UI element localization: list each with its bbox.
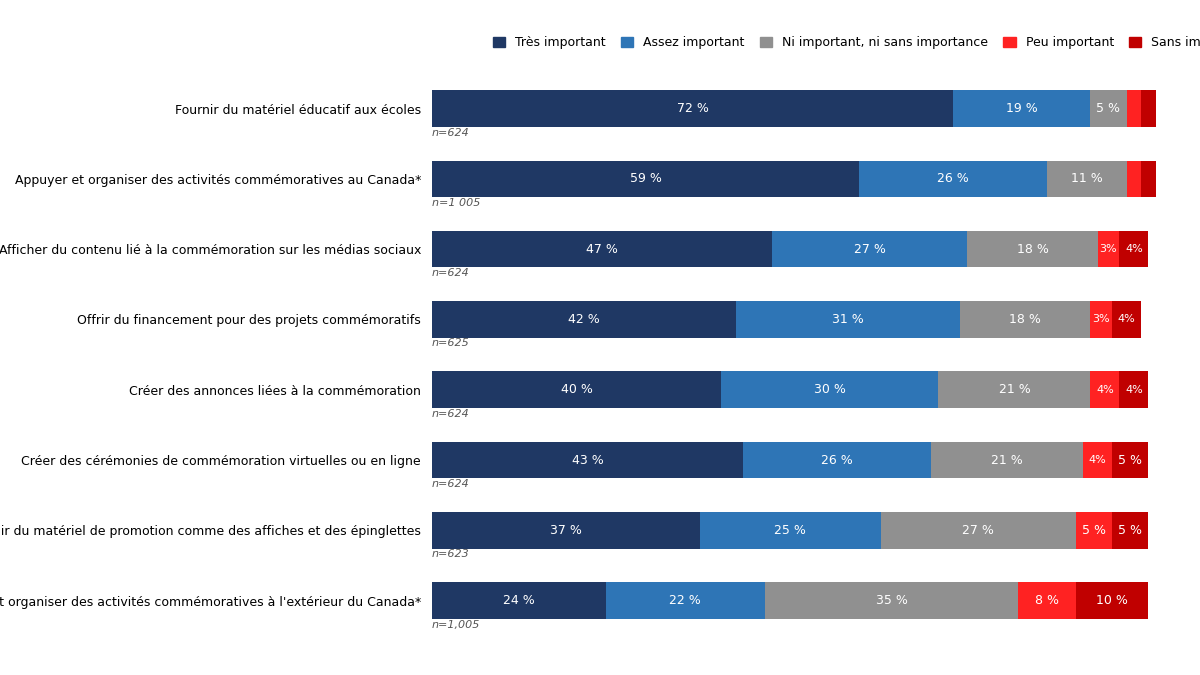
Bar — [953, 90, 1091, 127]
Bar — [432, 371, 721, 408]
Bar — [1141, 90, 1156, 127]
Legend: Très important, Assez important, Ni important, ni sans importance, Peu important: Très important, Assez important, Ni impo… — [487, 31, 1200, 55]
Text: 5 %: 5 % — [1097, 102, 1121, 115]
Text: n=624: n=624 — [432, 409, 469, 418]
Bar — [432, 441, 743, 479]
Bar — [1091, 371, 1120, 408]
Text: 27 %: 27 % — [962, 524, 995, 537]
Bar — [1046, 161, 1127, 197]
Text: 21 %: 21 % — [998, 383, 1031, 396]
Bar — [1098, 231, 1120, 267]
Text: 72 %: 72 % — [677, 102, 708, 115]
Bar — [859, 161, 1046, 197]
Bar — [881, 512, 1076, 549]
Text: 37 %: 37 % — [550, 524, 582, 537]
Text: 31 %: 31 % — [832, 313, 864, 326]
Bar — [764, 583, 1018, 619]
Text: 59 %: 59 % — [630, 172, 661, 186]
Text: 42 %: 42 % — [568, 313, 600, 326]
Text: 18 %: 18 % — [1009, 313, 1042, 326]
Bar — [1127, 161, 1141, 197]
Bar — [931, 441, 1084, 479]
Bar — [606, 583, 764, 619]
Text: n=623: n=623 — [432, 549, 469, 560]
Text: 4%: 4% — [1117, 315, 1135, 325]
Bar — [432, 231, 772, 267]
Text: 26 %: 26 % — [937, 172, 968, 186]
Bar — [772, 231, 967, 267]
Text: n=624: n=624 — [432, 479, 469, 489]
Text: 8 %: 8 % — [1034, 594, 1060, 607]
Bar — [1084, 441, 1112, 479]
Bar — [700, 512, 881, 549]
Text: 4%: 4% — [1124, 244, 1142, 254]
Text: 22 %: 22 % — [670, 594, 701, 607]
Bar — [967, 231, 1098, 267]
Bar — [432, 583, 606, 619]
Text: 4%: 4% — [1096, 385, 1114, 395]
Bar — [432, 90, 953, 127]
Text: n=624: n=624 — [432, 128, 469, 138]
Bar — [432, 512, 700, 549]
Text: 26 %: 26 % — [821, 454, 853, 466]
Bar — [1112, 301, 1141, 338]
Bar — [1076, 512, 1112, 549]
Text: 43 %: 43 % — [571, 454, 604, 466]
Bar — [960, 301, 1091, 338]
Bar — [1120, 231, 1148, 267]
Text: 4%: 4% — [1088, 455, 1106, 465]
Bar — [1141, 161, 1156, 197]
Text: n=1 005: n=1 005 — [432, 198, 480, 208]
Bar — [1091, 90, 1127, 127]
Text: 11 %: 11 % — [1070, 172, 1103, 186]
Text: 3%: 3% — [1099, 244, 1117, 254]
Text: 18 %: 18 % — [1016, 242, 1049, 256]
Text: 3%: 3% — [1092, 315, 1110, 325]
Text: 5 %: 5 % — [1118, 524, 1142, 537]
Text: 19 %: 19 % — [1006, 102, 1038, 115]
Bar — [432, 301, 736, 338]
Text: 4%: 4% — [1124, 385, 1142, 395]
Bar — [721, 371, 938, 408]
Text: 21 %: 21 % — [991, 454, 1024, 466]
Bar — [938, 371, 1091, 408]
Bar — [743, 441, 931, 479]
Text: 24 %: 24 % — [503, 594, 535, 607]
Text: n=624: n=624 — [432, 268, 469, 278]
Bar — [1127, 90, 1141, 127]
Bar — [1091, 301, 1112, 338]
Text: 5 %: 5 % — [1118, 454, 1142, 466]
Text: 30 %: 30 % — [814, 383, 846, 396]
Text: 5 %: 5 % — [1082, 524, 1106, 537]
Text: 47 %: 47 % — [586, 242, 618, 256]
Bar — [1018, 583, 1076, 619]
Text: n=625: n=625 — [432, 338, 469, 348]
Text: 35 %: 35 % — [876, 594, 907, 607]
Bar — [1112, 441, 1148, 479]
Bar — [1076, 583, 1148, 619]
Bar — [1120, 371, 1148, 408]
Text: 40 %: 40 % — [560, 383, 593, 396]
Bar — [1112, 512, 1148, 549]
Text: 25 %: 25 % — [774, 524, 806, 537]
Bar — [432, 161, 859, 197]
Text: n=1,005: n=1,005 — [432, 620, 480, 630]
Bar — [736, 301, 960, 338]
Text: 10 %: 10 % — [1096, 594, 1128, 607]
Text: 27 %: 27 % — [853, 242, 886, 256]
